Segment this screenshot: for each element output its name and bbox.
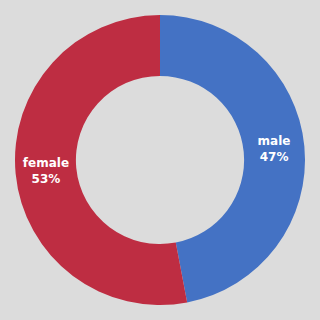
svg-text:male47%: male47% xyxy=(258,134,291,164)
svg-text:female53%: female53% xyxy=(23,156,69,186)
